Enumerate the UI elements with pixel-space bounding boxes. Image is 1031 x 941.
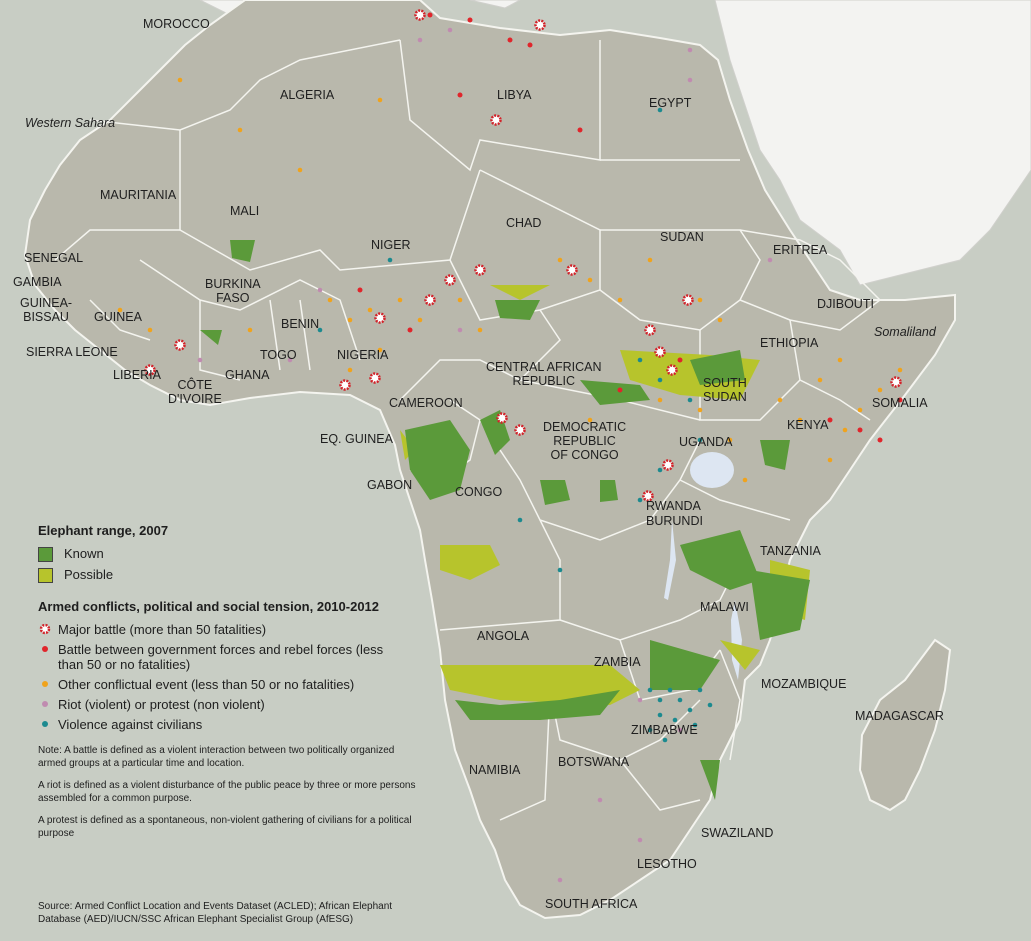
label-guinea: GUINEA — [94, 310, 142, 324]
label-benin: BENIN — [281, 317, 320, 331]
label-madagascar: MADAGASCAR — [855, 709, 944, 723]
label-zambia: ZAMBIA — [594, 655, 641, 669]
label-gambia: GAMBIA — [13, 275, 62, 289]
arabia-land — [714, 0, 1031, 286]
lake-victoria — [690, 452, 734, 488]
label-togo: TOGO — [260, 348, 297, 362]
legend-riot: Riot (violent) or protest (non violent) — [38, 697, 398, 712]
label-uganda: UGANDA — [679, 435, 733, 449]
legend-violence-label: Violence against civilians — [58, 717, 203, 732]
label-ghana: GHANA — [225, 368, 270, 382]
label-malawi: MALAWI — [700, 600, 749, 614]
note-riot: A riot is defined as a violent disturban… — [38, 780, 416, 804]
major-battle-icon — [38, 622, 52, 636]
label-morocco: MOROCCO — [143, 17, 210, 31]
legend-known-label: Known — [64, 546, 104, 561]
note-protest: A protest is defined as a spontaneous, n… — [38, 815, 412, 839]
label-congo: CONGO — [455, 485, 503, 499]
legend-conflict-title: Armed conflicts, political and social te… — [38, 599, 380, 614]
label-swaziland: SWAZILAND — [701, 826, 774, 840]
label-somaliland: Somaliland — [874, 325, 936, 339]
violence-events — [317, 107, 713, 743]
country-borders — [54, 39, 881, 821]
label-mali: MALI — [230, 204, 260, 218]
label-rwanda: RWANDA — [646, 499, 701, 513]
legend-battle: Battle between government forces and reb… — [38, 642, 398, 672]
label-kenya: KENYA — [787, 418, 829, 432]
violence-icon — [38, 717, 52, 731]
label-tanzania: TANZANIA — [760, 544, 821, 558]
legend-range-title: Elephant range, 2007 — [38, 523, 169, 538]
label-mozambique: MOZAMBIQUE — [761, 677, 847, 691]
legend-other: Other conflictual event (less than 50 or… — [38, 677, 398, 692]
source-credit: Source: Armed Conflict Location and Even… — [38, 901, 393, 925]
possible-swatch — [38, 568, 53, 583]
known-swatch — [38, 547, 53, 562]
label-drc: DEMOCRATIC REPUBLIC OF CONGO — [543, 420, 627, 462]
conflict-events — [117, 9, 903, 883]
legend-possible: Possible — [38, 567, 398, 583]
label-mauritania: MAURITANIA — [100, 188, 177, 202]
madagascar-land — [858, 638, 952, 812]
legend-riot-label: Riot (violent) or protest (non violent) — [58, 697, 265, 712]
legend-known: Known — [38, 546, 398, 562]
label-algeria: ALGERIA — [280, 88, 335, 102]
label-sudan: SUDAN — [660, 230, 704, 244]
label-car: CENTRAL AFRICAN REPUBLIC — [486, 360, 602, 388]
other-conflict-icon — [38, 677, 52, 691]
label-somalia: SOMALIA — [872, 396, 928, 410]
label-nigeria: NIGERIA — [337, 348, 389, 362]
label-niger: NIGER — [371, 238, 411, 252]
riot-icon — [38, 697, 52, 711]
legend-major-battle: Major battle (more than 50 fatalities) — [38, 622, 398, 637]
label-egypt: EGYPT — [649, 96, 692, 110]
elephant-range-known — [200, 240, 810, 800]
label-sierra-leone: SIERRA LEONE — [26, 345, 118, 359]
label-ethiopia: ETHIOPIA — [760, 336, 819, 350]
label-chad: CHAD — [506, 216, 542, 230]
label-zimbabwe: ZIMBABWE — [631, 723, 698, 737]
legend-other-label: Other conflictual event (less than 50 or… — [58, 677, 355, 692]
label-namibia: NAMIBIA — [469, 763, 521, 777]
label-cameroon: CAMEROON — [389, 396, 463, 410]
label-cote-divoire: CÔTE D'IVOIRE — [168, 378, 222, 406]
label-senegal: SENEGAL — [24, 251, 84, 265]
major-battle-events — [144, 9, 902, 502]
label-angola: ANGOLA — [477, 629, 530, 643]
legend-major-battle-label: Major battle (more than 50 fatalities) — [58, 622, 267, 637]
legend-violence: Violence against civilians — [38, 717, 398, 732]
legend-possible-label: Possible — [64, 567, 114, 582]
label-lesotho: LESOTHO — [637, 857, 697, 871]
label-western-sahara: Western Sahara — [25, 116, 116, 130]
label-liberia: LIBERIA — [113, 368, 161, 382]
other-conflictual-events — [117, 77, 903, 483]
label-south-africa: SOUTH AFRICA — [545, 897, 638, 911]
note-battle: Note: A battle is defined as a violent i… — [38, 745, 395, 769]
label-burkina-faso: BURKINA FASO — [205, 277, 261, 305]
label-burundi: BURUNDI — [646, 514, 703, 528]
lake-tanganyika — [664, 520, 676, 600]
legend-battle-label: Battle between government forces and reb… — [58, 642, 384, 672]
label-eq-guinea: EQ. GUINEA — [320, 432, 393, 446]
battle-events — [357, 12, 903, 443]
legend: Elephant range, 2007 Known Possible Arme… — [38, 523, 415, 840]
label-eritrea: ERITREA — [773, 243, 828, 257]
label-botswana: BOTSWANA — [558, 755, 630, 769]
battle-icon — [38, 642, 52, 656]
label-south-sudan: SOUTH SUDAN — [703, 376, 747, 404]
label-gabon: GABON — [367, 478, 413, 492]
riot-events — [197, 27, 773, 883]
label-guinea-bissau: GUINEA- BISSAU — [20, 296, 73, 324]
label-djibouti: DJIBOUTI — [817, 297, 874, 311]
label-libya: LIBYA — [497, 88, 532, 102]
